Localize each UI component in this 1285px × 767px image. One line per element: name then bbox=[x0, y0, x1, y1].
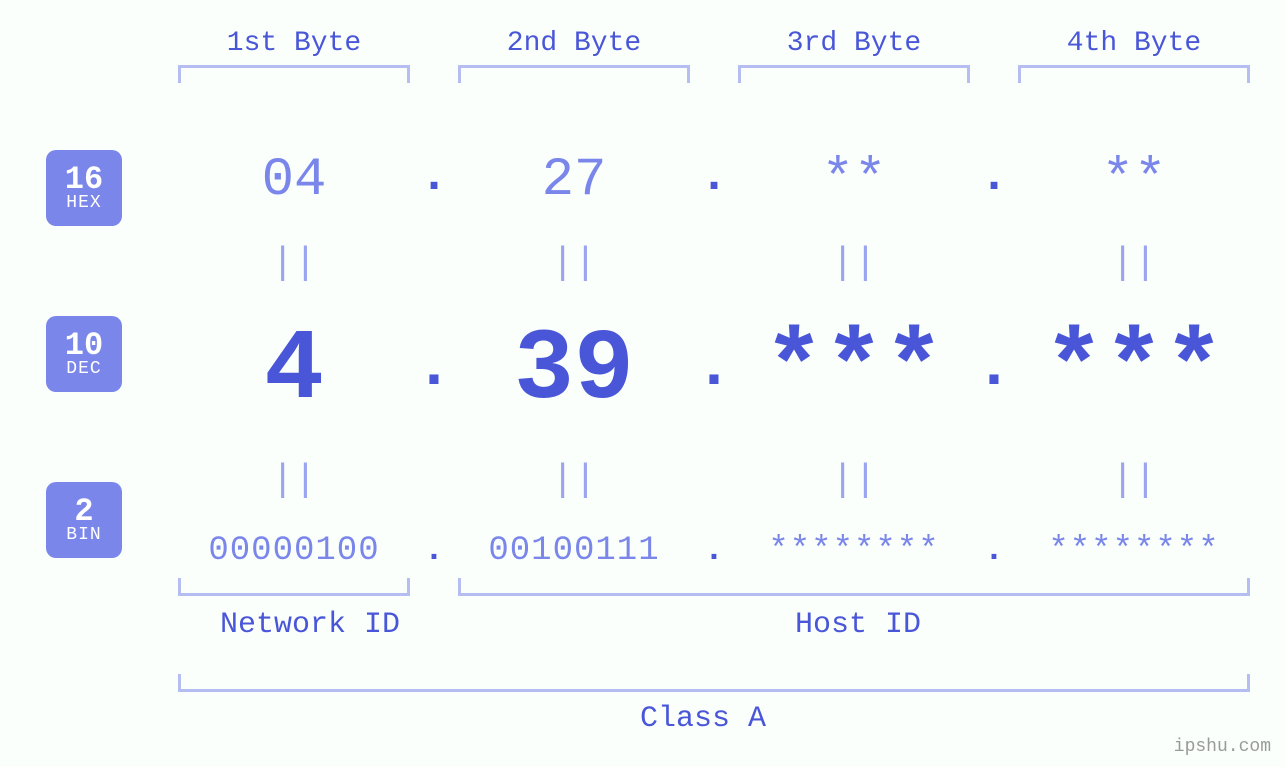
dec-value: *** bbox=[1044, 315, 1224, 428]
network-id-label: Network ID bbox=[220, 608, 400, 642]
dot-icon: . bbox=[424, 532, 444, 570]
byte-separator-3: ... bbox=[970, 150, 1018, 570]
footer-credit: ipshu.com bbox=[1174, 737, 1271, 757]
dot-icon: . bbox=[700, 150, 729, 204]
byte-header-bracket bbox=[1018, 65, 1250, 83]
base-badge-bin: 2BIN bbox=[46, 482, 122, 558]
hex-value: 27 bbox=[542, 150, 607, 211]
byte-header-bracket bbox=[458, 65, 690, 83]
class-bracket bbox=[178, 674, 1250, 692]
class-label: Class A bbox=[640, 702, 766, 736]
equal-icon: || bbox=[831, 459, 877, 502]
bin-value: ******** bbox=[1048, 532, 1219, 570]
base-badge-label: BIN bbox=[66, 526, 101, 545]
byte-col-3: ** || *** || ******** bbox=[738, 150, 970, 570]
base-badge-num: 10 bbox=[65, 329, 103, 363]
base-badge-label: HEX bbox=[66, 194, 101, 213]
hex-value: ** bbox=[1102, 150, 1167, 211]
byte-separator-1: ... bbox=[410, 150, 458, 570]
dec-value: *** bbox=[764, 315, 944, 428]
bin-value: ******** bbox=[768, 532, 939, 570]
dot-icon: . bbox=[980, 150, 1009, 204]
byte-separator-2: ... bbox=[690, 150, 738, 570]
base-badge-hex: 16HEX bbox=[46, 150, 122, 226]
byte-header-2: 2nd Byte bbox=[458, 28, 690, 83]
equal-icon: || bbox=[1111, 459, 1157, 502]
base-badge-label: DEC bbox=[66, 360, 101, 379]
base-badge-num: 16 bbox=[65, 163, 103, 197]
equal-icon: || bbox=[551, 242, 597, 285]
byte-header-1: 1st Byte bbox=[178, 28, 410, 83]
host-id-label: Host ID bbox=[795, 608, 921, 642]
byte-header-3: 3rd Byte bbox=[738, 28, 970, 83]
byte-header-label: 1st Byte bbox=[227, 28, 361, 59]
bin-value: 00000100 bbox=[208, 532, 379, 570]
dot-icon: . bbox=[704, 532, 724, 570]
network-id-bracket bbox=[178, 578, 410, 596]
byte-header-label: 4th Byte bbox=[1067, 28, 1201, 59]
dec-value: 39 bbox=[514, 315, 634, 428]
base-badge-dec: 10DEC bbox=[46, 316, 122, 392]
byte-header-label: 2nd Byte bbox=[507, 28, 641, 59]
host-id-bracket bbox=[458, 578, 1250, 596]
dot-icon: . bbox=[420, 150, 449, 204]
byte-col-1: 04 || 4 || 00000100 bbox=[178, 150, 410, 570]
byte-header-label: 3rd Byte bbox=[787, 28, 921, 59]
byte-col-2: 27 || 39 || 00100111 bbox=[458, 150, 690, 570]
byte-header-bracket bbox=[178, 65, 410, 83]
base-badge-num: 2 bbox=[74, 495, 93, 529]
bin-value: 00100111 bbox=[488, 532, 659, 570]
equal-icon: || bbox=[271, 242, 317, 285]
hex-value: 04 bbox=[262, 150, 327, 211]
dec-value: 4 bbox=[264, 315, 324, 428]
equal-icon: || bbox=[1111, 242, 1157, 285]
byte-col-4: ** || *** || ******** bbox=[1018, 150, 1250, 570]
hex-value: ** bbox=[822, 150, 887, 211]
equal-icon: || bbox=[271, 459, 317, 502]
equal-icon: || bbox=[831, 242, 877, 285]
dot-icon: . bbox=[415, 332, 453, 404]
equal-icon: || bbox=[551, 459, 597, 502]
byte-header-bracket bbox=[738, 65, 970, 83]
dot-icon: . bbox=[695, 332, 733, 404]
dot-icon: . bbox=[984, 532, 1004, 570]
byte-header-4: 4th Byte bbox=[1018, 28, 1250, 83]
dot-icon: . bbox=[975, 332, 1013, 404]
